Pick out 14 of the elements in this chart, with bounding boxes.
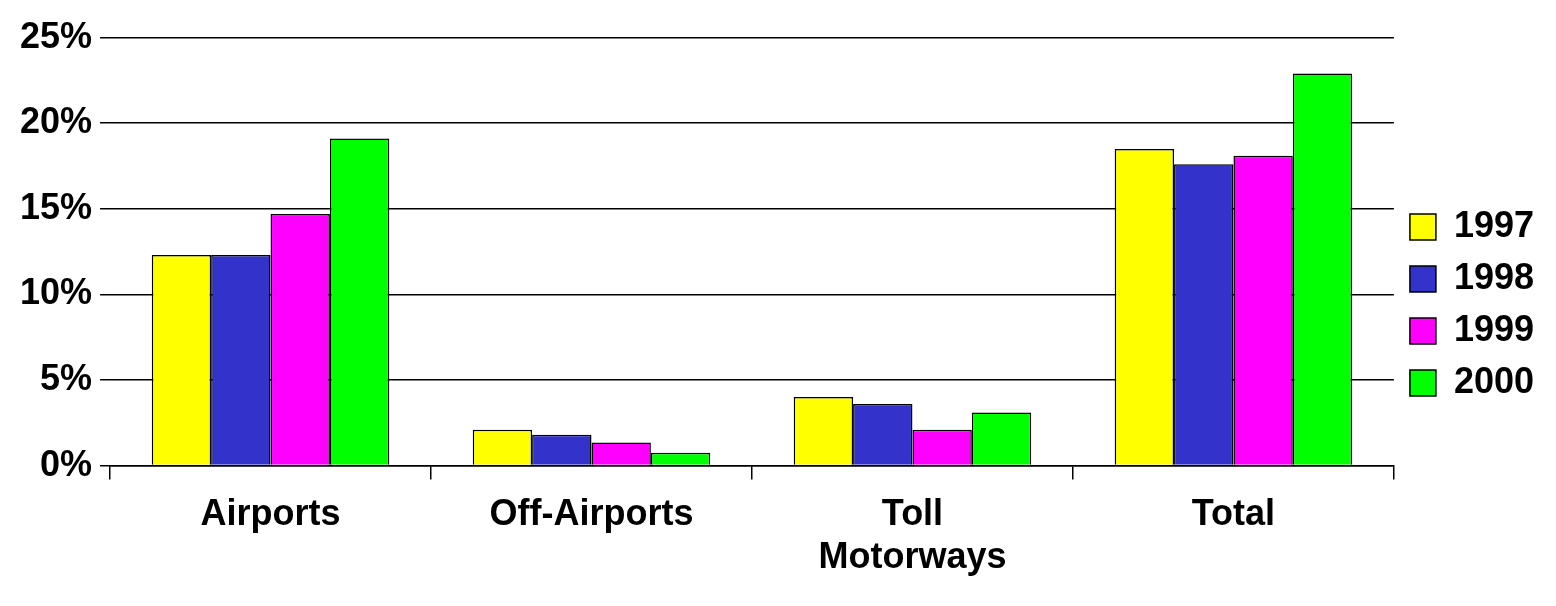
legend-label: 2000 [1453, 359, 1535, 401]
x-tick-label: Total [1191, 492, 1276, 534]
y-tick-label: 10% [19, 271, 93, 313]
legend-label: 1997 [1453, 203, 1535, 245]
y-tick-label: 25% [19, 14, 93, 56]
legend-label: 1998 [1453, 255, 1535, 297]
y-tick-label: 20% [19, 100, 93, 142]
x-tick-label: Airports [200, 492, 341, 534]
x-tick-label: Toll Motorways [818, 492, 1007, 577]
x-tick-label: Off-Airports [489, 492, 694, 534]
y-tick-label: 5% [40, 356, 93, 398]
legend-label: 1999 [1453, 307, 1535, 349]
y-tick-label: 0% [40, 442, 93, 484]
y-tick-label: 15% [19, 185, 93, 227]
